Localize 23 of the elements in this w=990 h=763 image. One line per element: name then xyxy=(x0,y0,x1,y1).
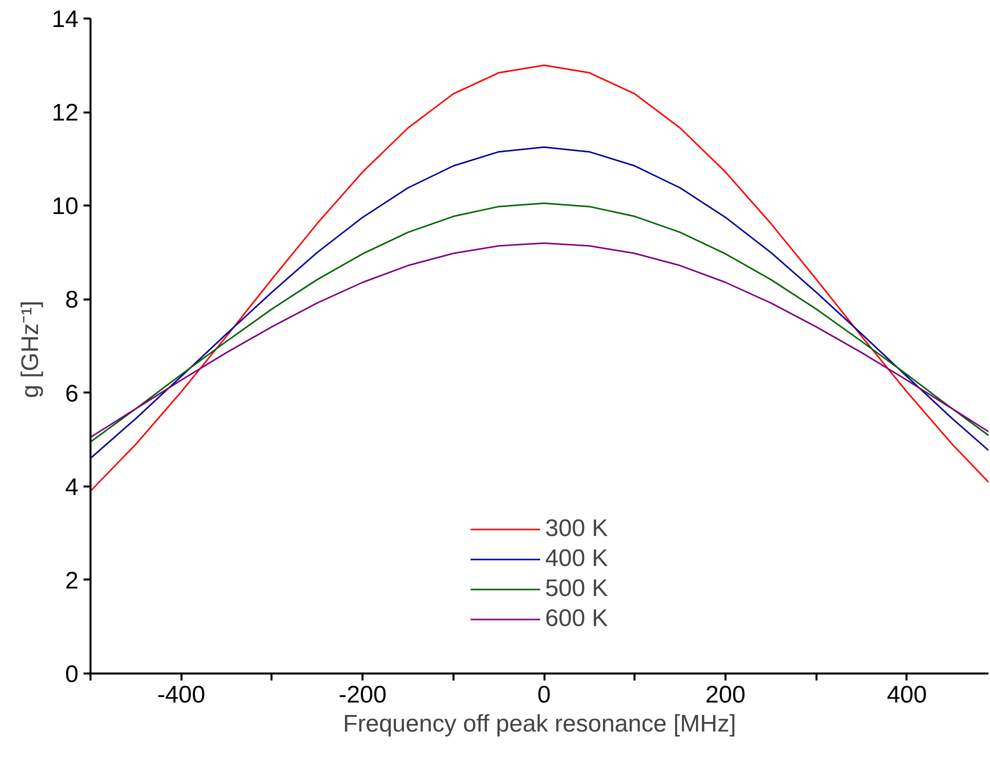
y-tick-label: 2 xyxy=(65,567,79,594)
y-tick-label: 4 xyxy=(65,474,79,501)
y-tick-label: 8 xyxy=(65,286,79,314)
x-tick-label: 200 xyxy=(705,682,746,708)
line-series xyxy=(90,146,988,460)
line-series xyxy=(90,64,988,492)
x-axis-title: Frequency off peak resonance [MHz] xyxy=(342,710,736,738)
y-axis-title: g [GHz⁻¹] xyxy=(16,300,44,398)
y-tick-label: 12 xyxy=(52,100,79,127)
legend-label: 500 K xyxy=(545,575,608,603)
line-series xyxy=(90,242,988,438)
line-series xyxy=(90,202,988,443)
x-tick-label: -200 xyxy=(338,682,387,708)
y-tick-label: 6 xyxy=(65,380,79,408)
y-tick-label: 14 xyxy=(52,6,79,33)
legend-label: 300 K xyxy=(545,515,608,543)
x-tick-label: -400 xyxy=(157,682,206,708)
y-tick-label: 10 xyxy=(52,193,79,220)
y-tick-label: 0 xyxy=(65,661,79,688)
legend-label: 600 K xyxy=(545,605,608,633)
legend-label: 400 K xyxy=(545,545,608,573)
x-tick-label: 400 xyxy=(886,682,927,708)
x-tick-label: 0 xyxy=(537,682,551,708)
